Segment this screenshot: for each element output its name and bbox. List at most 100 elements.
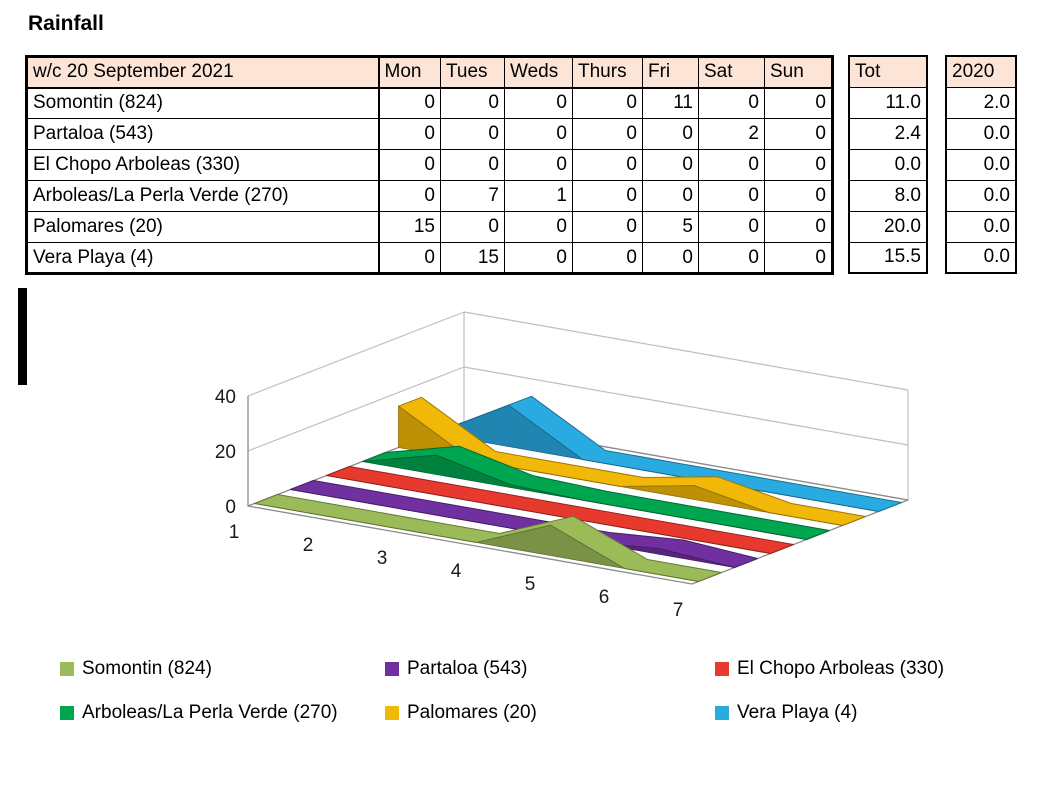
location-cell: Arboleas/La Perla Verde (270) (26, 180, 380, 212)
day-value-cell: 0 (572, 211, 643, 243)
day-value-cell: 7 (440, 180, 505, 212)
svg-text:3: 3 (377, 548, 388, 569)
day-value-cell: 0 (764, 149, 833, 181)
day-value-cell: 5 (642, 211, 699, 243)
day-value-cell: 0 (378, 149, 441, 181)
day-value-cell: 0 (642, 118, 699, 150)
prev-year-table: 2020 2.0 0.0 0.0 0.0 0.0 0.0 (945, 55, 1017, 274)
day-value-cell: 0 (698, 149, 765, 181)
day-header-cell: Sat (698, 56, 765, 89)
legend-item: Somontin (824) (60, 658, 385, 680)
legend-item: Vera Playa (4) (715, 702, 944, 724)
day-value-cell: 15 (440, 242, 505, 274)
day-value-cell: 0 (572, 242, 643, 274)
svg-text:2: 2 (303, 535, 314, 556)
legend-label: Partaloa (543) (407, 658, 528, 679)
totals-row: 8.0 (848, 179, 928, 212)
prev-year-value-cell: 0.0 (945, 117, 1017, 150)
prev-year-value-cell: 0.0 (945, 148, 1017, 181)
day-value-cell: 0 (504, 211, 573, 243)
day-value-cell: 0 (642, 149, 699, 181)
legend-label: Palomares (20) (407, 702, 537, 723)
svg-text:0: 0 (225, 497, 236, 518)
week-header-cell: w/c 20 September 2021 (26, 56, 380, 89)
day-value-cell: 0 (698, 211, 765, 243)
legend-swatch-icon (385, 662, 399, 676)
total-value-cell: 11.0 (848, 86, 928, 119)
prev-year-row: 0.0 (945, 241, 1017, 274)
table-row: Arboleas/La Perla Verde (270) 0 7 1 0 0 0 0 (26, 180, 833, 212)
day-value-cell: 0 (378, 118, 441, 150)
tables-row: w/c 20 September 2021 Mon Tues Weds Thurs Fr… (25, 55, 1017, 275)
day-value-cell: 0 (642, 242, 699, 274)
svg-text:7: 7 (673, 600, 684, 621)
prev-year-header-cell: 2020 (945, 55, 1017, 88)
total-value-cell: 2.4 (848, 117, 928, 150)
day-value-cell: 0 (698, 87, 765, 119)
legend-swatch-icon (715, 662, 729, 676)
svg-text:5: 5 (525, 574, 536, 595)
legend-swatch-icon (715, 706, 729, 720)
svg-text:4: 4 (451, 561, 462, 582)
total-value-cell: 20.0 (848, 210, 928, 243)
svg-text:1: 1 (229, 522, 240, 543)
table-header-row: w/c 20 September 2021 Mon Tues Weds Thurs Fr… (26, 56, 833, 89)
svg-text:6: 6 (599, 587, 610, 608)
prev-year-row: 0.0 (945, 179, 1017, 212)
legend-swatch-icon (385, 706, 399, 720)
legend-swatch-icon (60, 662, 74, 676)
location-cell: Palomares (20) (26, 211, 380, 243)
legend-swatch-icon (60, 706, 74, 720)
location-cell: El Chopo Arboleas (330) (26, 149, 380, 181)
totals-row: 15.5 (848, 241, 928, 274)
day-value-cell: 0 (764, 118, 833, 150)
total-value-cell: 8.0 (848, 179, 928, 212)
legend-label: Arboleas/La Perla Verde (270) (82, 702, 338, 723)
page-title: Rainfall (28, 12, 104, 35)
prev-year-value-cell: 0.0 (945, 179, 1017, 212)
tot-header-cell: Tot (848, 55, 928, 88)
chart-legend: Somontin (824) Partaloa (543) El Chopo Arb… (60, 658, 944, 724)
day-header-cell: Sun (764, 56, 833, 89)
prev-year-row: 0.0 (945, 117, 1017, 150)
legend-label: Vera Playa (4) (737, 702, 858, 723)
svg-text:40: 40 (215, 387, 236, 408)
day-value-cell: 0 (440, 87, 505, 119)
totals-row: 0.0 (848, 148, 928, 181)
location-cell: Vera Playa (4) (26, 242, 380, 274)
rainfall-table: w/c 20 September 2021 Mon Tues Weds Thurs Fr… (25, 55, 834, 275)
day-value-cell: 0 (440, 118, 505, 150)
totals-row: 11.0 (848, 86, 928, 119)
day-value-cell: 11 (642, 87, 699, 119)
totals-header-row: Tot (848, 55, 928, 88)
day-header-cell: Mon (378, 56, 441, 89)
day-value-cell: 0 (378, 242, 441, 274)
day-value-cell: 0 (440, 211, 505, 243)
svg-text:20: 20 (215, 442, 236, 463)
table-row: Somontin (824) 0 0 0 0 11 0 0 (26, 87, 833, 119)
day-value-cell: 0 (642, 180, 699, 212)
day-header-cell: Weds (504, 56, 573, 89)
day-value-cell: 15 (378, 211, 441, 243)
day-value-cell: 0 (440, 149, 505, 181)
legend-item: El Chopo Arboleas (330) (715, 658, 944, 680)
prev-year-value-cell: 2.0 (945, 86, 1017, 119)
day-header-cell: Fri (642, 56, 699, 89)
location-cell: Partaloa (543) (26, 118, 380, 150)
prev-year-value-cell: 0.0 (945, 210, 1017, 243)
day-value-cell: 0 (504, 149, 573, 181)
legend-label: El Chopo Arboleas (330) (737, 658, 945, 679)
day-value-cell: 0 (572, 149, 643, 181)
table-row: El Chopo Arboleas (330) 0 0 0 0 0 0 0 (26, 149, 833, 181)
table-row: Partaloa (543) 0 0 0 0 0 2 0 (26, 118, 833, 150)
day-value-cell: 0 (764, 242, 833, 274)
prev-year-row: 0.0 (945, 148, 1017, 181)
day-value-cell: 0 (764, 211, 833, 243)
legend-item: Palomares (20) (385, 702, 715, 724)
day-value-cell: 0 (698, 180, 765, 212)
day-value-cell: 0 (504, 242, 573, 274)
day-value-cell: 0 (764, 180, 833, 212)
day-value-cell: 0 (378, 87, 441, 119)
day-header-cell: Thurs (572, 56, 643, 89)
